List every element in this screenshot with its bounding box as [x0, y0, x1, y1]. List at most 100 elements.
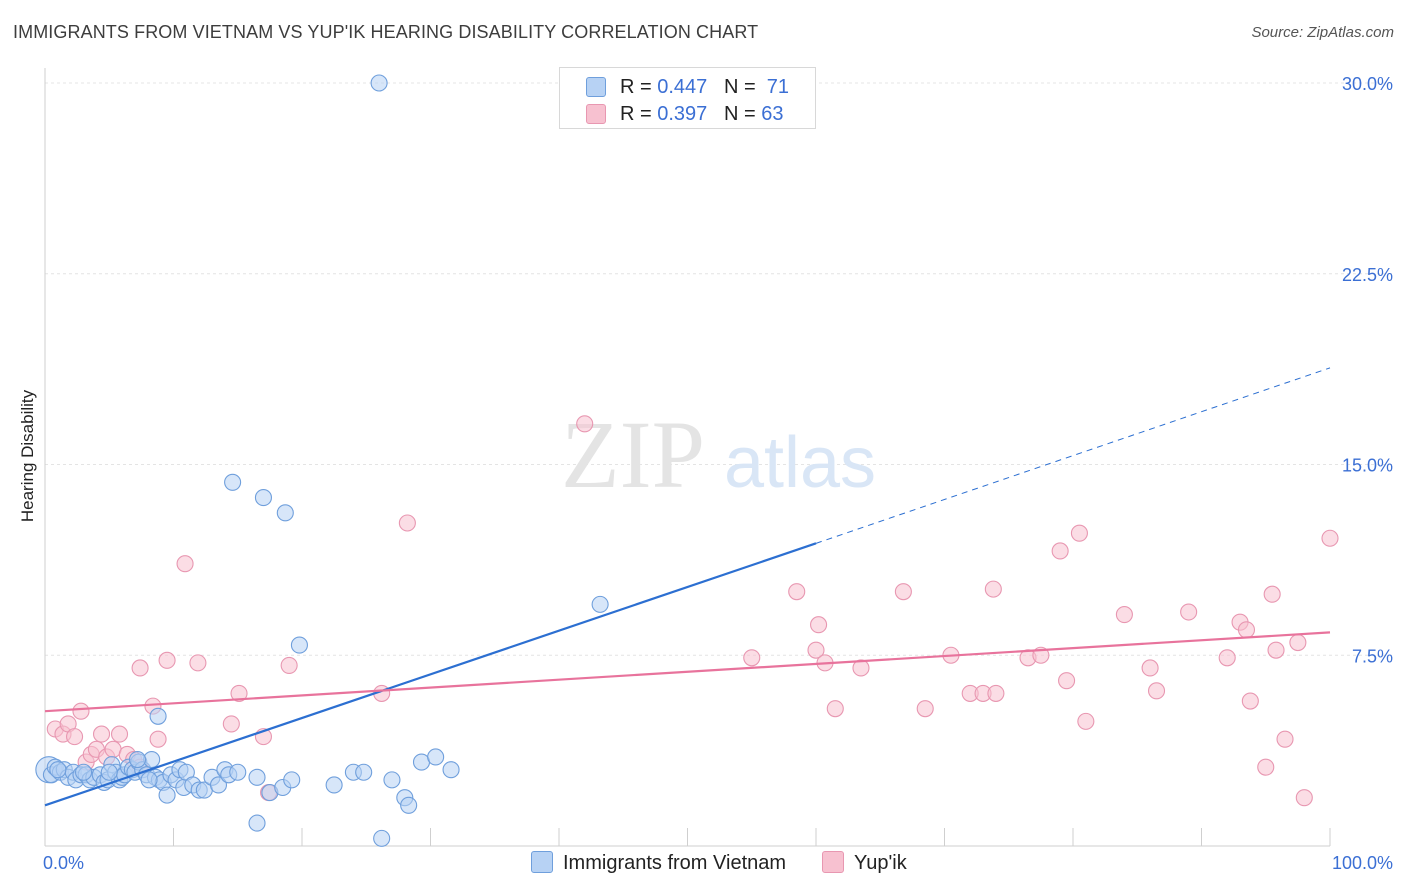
y-tick-label: 15.0% — [1342, 456, 1393, 476]
vietnam-point — [100, 763, 118, 781]
vietnam-point — [140, 771, 158, 789]
yupik-point — [1077, 712, 1095, 730]
vietnam-point — [427, 748, 445, 766]
yupik-point — [1237, 621, 1256, 639]
vietnam-point — [128, 750, 147, 769]
yupik-point — [230, 684, 248, 702]
yupik-point — [149, 730, 167, 748]
legend-r-value-vietnam: 0.447 — [657, 76, 708, 98]
yupik-point — [189, 654, 207, 672]
yupik-point — [1218, 649, 1236, 667]
vietnam-point — [224, 473, 242, 491]
vietnam-point — [442, 761, 460, 779]
chart-title: IMMIGRANTS FROM VIETNAM VS YUP'IK HEARIN… — [13, 22, 759, 42]
yupik-point — [916, 700, 934, 718]
y-axis-label: Hearing Disability — [18, 389, 37, 522]
yupik-point — [810, 616, 828, 634]
vietnam-point — [325, 776, 343, 794]
watermark-atlas: atlas — [724, 423, 876, 503]
yupik-point — [1141, 659, 1159, 677]
yupik-point — [92, 725, 111, 743]
yupik-point — [398, 514, 416, 532]
axes — [44, 68, 1331, 847]
legend-r-value-yupik: 0.397 — [657, 103, 708, 125]
yupik-point — [1115, 606, 1133, 624]
vietnam-point — [229, 763, 247, 781]
vietnam-point — [412, 753, 431, 771]
yupik-point — [1289, 633, 1307, 652]
vietnam-point — [248, 768, 266, 786]
vietnam-point — [373, 829, 391, 847]
legend-r-label: R = — [620, 76, 652, 98]
vietnam-point — [254, 489, 273, 507]
yupik-point — [66, 728, 84, 746]
vietnam-point — [75, 763, 93, 781]
vietnam-point — [149, 707, 167, 725]
yupik-point — [1147, 682, 1166, 700]
y-tick-label: 7.5% — [1352, 646, 1393, 666]
yupik-point — [987, 684, 1005, 702]
tick-labels: 7.5% 15.0% 22.5% 30.0% 0.0% 100.0% — [43, 74, 1393, 873]
stats-legend: R = 0.447 N = 71 R = 0.397 N = 63 — [559, 67, 816, 129]
bottom-legend-swatch-yupik — [822, 851, 844, 873]
yupik-point — [131, 659, 149, 677]
yupik-point — [1180, 603, 1198, 621]
vietnam-point — [158, 786, 176, 804]
vietnam-point — [209, 776, 228, 794]
yupik-point — [1257, 758, 1275, 776]
bottom-legend-swatch-vietnam — [531, 851, 553, 873]
legend-n-label: N = — [723, 76, 756, 98]
bottom-legend-yupik[interactable]: Yup'ik — [822, 851, 907, 875]
source-label: Source: ZipAtlas.com — [1251, 24, 1394, 41]
vietnam-trend-line — [44, 542, 817, 807]
yupik-point — [826, 700, 844, 718]
yupik-point — [222, 715, 240, 733]
vietnam-point — [283, 771, 301, 789]
vietnam-trend-extension — [815, 367, 1331, 544]
yupik-points — [46, 415, 1339, 807]
vietnam-point — [290, 636, 308, 654]
watermark: ZIP atlas — [561, 401, 876, 508]
yupik-point — [104, 740, 122, 758]
y-tick-label: 22.5% — [1342, 265, 1393, 285]
vietnam-point — [276, 504, 294, 522]
yupik-point — [1241, 692, 1259, 710]
vietnam-point — [400, 796, 418, 814]
yupik-point — [743, 649, 761, 667]
yupik-point — [280, 656, 298, 674]
yupik-point — [807, 641, 825, 659]
bottom-legend-vietnam[interactable]: Immigrants from Vietnam — [531, 851, 786, 875]
vietnam-point — [383, 771, 401, 789]
vietnam-point — [49, 761, 67, 779]
legend-r-label: R = — [620, 103, 652, 125]
legend-n-label: N = — [723, 103, 756, 125]
legend-swatch-yupik — [586, 104, 606, 124]
yupik-point — [1051, 542, 1069, 560]
yupik-trend-line — [44, 631, 1331, 713]
x-tick-label: 100.0% — [1332, 853, 1393, 873]
trend-lines — [44, 367, 1331, 807]
yupik-point — [72, 702, 90, 720]
yupik-point — [176, 555, 194, 573]
yupik-point — [1276, 730, 1294, 748]
x-tick-label: 0.0% — [43, 853, 84, 873]
legend-swatch-vietnam — [586, 77, 606, 97]
bottom-legend-label-yupik: Yup'ik — [854, 852, 907, 874]
yupik-point — [984, 580, 1002, 598]
yupik-point — [894, 583, 912, 601]
legend-n-value-vietnam: 71 — [766, 76, 790, 98]
yupik-point — [1058, 672, 1076, 690]
yupik-point — [110, 725, 129, 743]
bottom-legend-label-vietnam: Immigrants from Vietnam — [563, 852, 787, 874]
yupik-point — [576, 415, 594, 433]
yupik-point — [1267, 641, 1285, 659]
vietnam-point — [370, 74, 388, 92]
legend-n-value-yupik: 63 — [761, 103, 784, 125]
vietnam-point — [248, 814, 266, 832]
vietnam-point — [355, 763, 373, 781]
yupik-point — [1263, 585, 1281, 603]
yupik-point — [788, 583, 806, 601]
vietnam-point — [591, 595, 609, 613]
yupik-point — [158, 651, 176, 669]
